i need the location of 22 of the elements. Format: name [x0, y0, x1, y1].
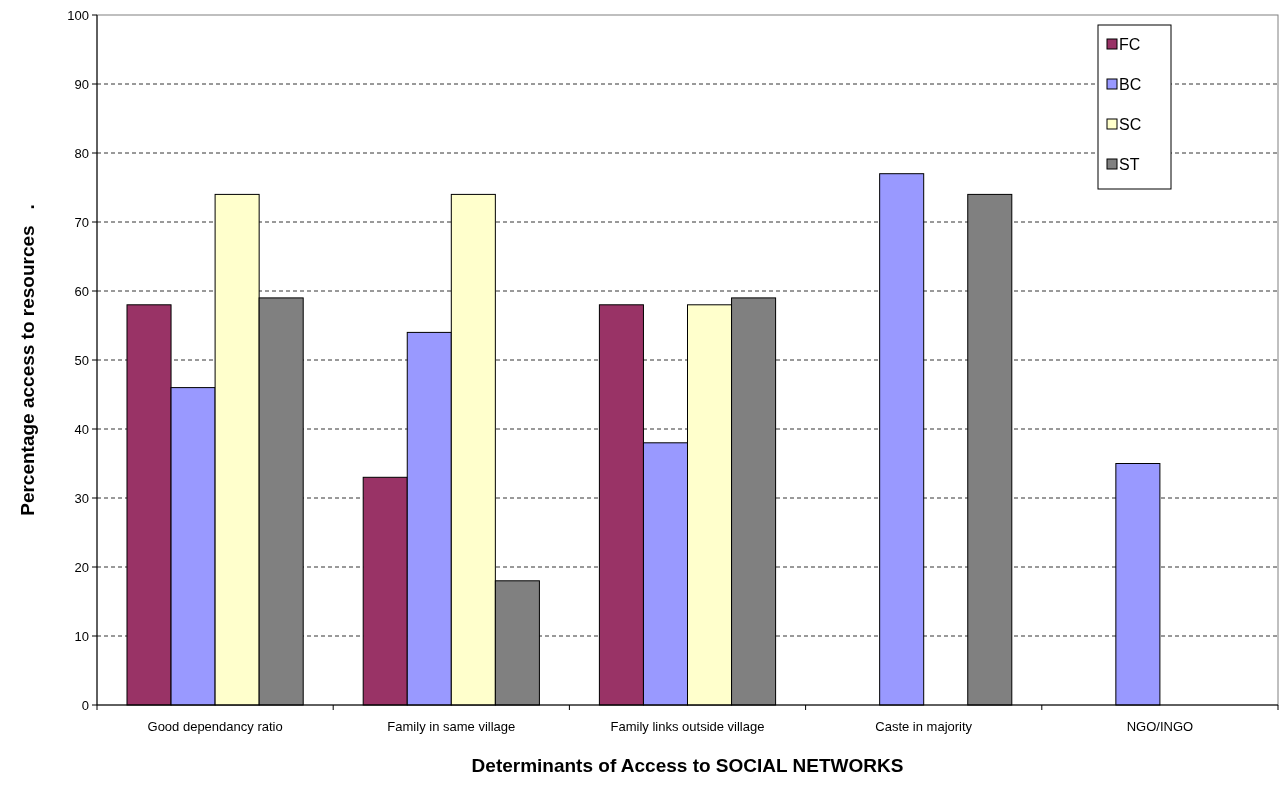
x-tick-label: Good dependancy ratio	[147, 719, 283, 734]
y-tick-label: 100	[67, 7, 89, 23]
y-tick-label: 20	[74, 559, 89, 575]
legend-label: SC	[1119, 115, 1142, 133]
x-tick-label: Caste in majority	[875, 719, 973, 734]
y-tick-label: 40	[74, 421, 89, 437]
y-axis-title: Percentage access to resources .	[17, 204, 38, 516]
x-tick-label: NGO/INGO	[1126, 719, 1194, 734]
legend-label: FC	[1119, 35, 1141, 53]
y-tick-label: 30	[74, 490, 89, 506]
legend-label: BC	[1119, 75, 1142, 93]
y-tick-label: 60	[74, 283, 89, 299]
y-tick-label: 50	[74, 352, 89, 368]
x-axis-title: Determinants of Access to SOCIAL NETWORKS	[471, 755, 904, 776]
y-tick-label: 70	[74, 214, 89, 230]
x-tick-label: Family in same village	[387, 719, 516, 734]
y-tick-label: 10	[74, 628, 89, 644]
y-tick-label: 0	[81, 697, 89, 713]
y-tick-label: 90	[74, 76, 89, 92]
y-tick-label: 80	[74, 145, 89, 161]
legend-label: ST	[1119, 155, 1140, 173]
x-tick-label: Family links outside village	[610, 719, 765, 734]
